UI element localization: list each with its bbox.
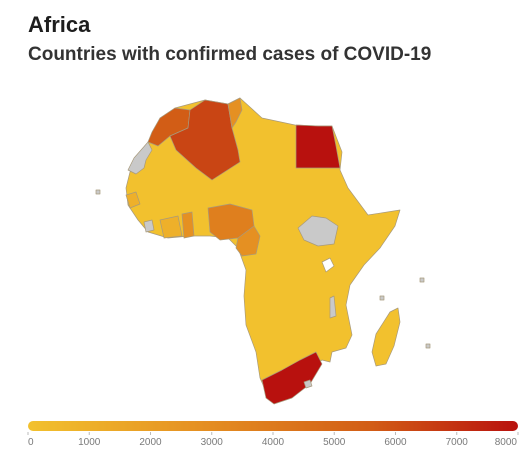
map-region-seychelles xyxy=(379,295,385,301)
map-region-south-sudan xyxy=(297,215,339,247)
map-region-reunion xyxy=(425,343,431,349)
map-region-ghana xyxy=(181,211,195,239)
legend-tick-label: 2000 xyxy=(139,437,162,448)
map-region-mauritius xyxy=(419,277,425,283)
legend-tick-label: 8000 xyxy=(495,437,518,448)
map-region-senegal xyxy=(125,191,141,209)
map-region-western-sahara xyxy=(127,141,153,175)
map-region-cape-verde xyxy=(95,189,101,195)
map-region-sierra-leone xyxy=(143,219,155,233)
map-region-lesotho xyxy=(303,379,313,389)
map-region-cameroon xyxy=(235,225,261,257)
legend-ticks: 0 1000 2000 3000 4000 5000 6000 7000 8000 xyxy=(27,432,519,448)
page-title: Africa xyxy=(28,12,91,37)
legend-tick-label: 1000 xyxy=(78,437,101,448)
map-region-algeria xyxy=(169,99,241,181)
map-region-egypt xyxy=(295,124,341,169)
map-region-lake-malawi xyxy=(329,295,337,319)
map-region-ivory-coast xyxy=(159,215,183,239)
map-region-sub-saharan xyxy=(125,97,401,401)
color-legend: 0 1000 2000 3000 4000 5000 6000 7000 8000 xyxy=(27,421,519,448)
legend-tick-label: 6000 xyxy=(384,437,407,448)
legend-tick-label: 4000 xyxy=(262,437,285,448)
legend-bar xyxy=(28,421,518,431)
map-region-tunisia xyxy=(227,97,243,129)
map-region-south-africa xyxy=(261,351,323,405)
map-region-madagascar xyxy=(371,307,401,367)
legend-tick-label: 3000 xyxy=(201,437,224,448)
map-region-lake-victoria xyxy=(321,257,335,273)
page-subtitle: Countries with confirmed cases of COVID-… xyxy=(28,44,432,65)
legend-tick-label: 5000 xyxy=(323,437,346,448)
legend-tick-label: 0 xyxy=(28,437,34,448)
legend-tick-label: 7000 xyxy=(446,437,469,448)
